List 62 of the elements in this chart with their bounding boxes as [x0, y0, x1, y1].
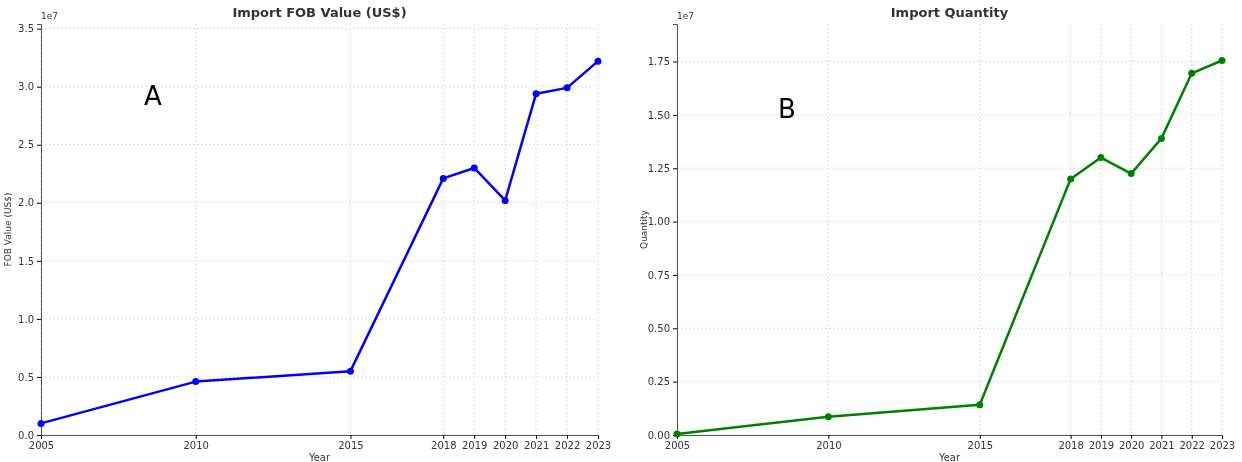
- x-tick-label: 2019: [462, 440, 488, 452]
- x-tick-label: 2018: [431, 440, 457, 452]
- y-tick-label: 0.25: [647, 376, 670, 388]
- x-axis-title: Year: [937, 452, 961, 462]
- point: [563, 84, 571, 92]
- point: [346, 367, 354, 375]
- y-tick-label: 1.00: [647, 216, 670, 228]
- y-tick-label: 0.0: [18, 429, 34, 441]
- chart-title: Import Quantity: [890, 5, 1009, 20]
- x-tick-label: 2015: [338, 440, 364, 452]
- x-tick-label: 2021: [1149, 440, 1175, 452]
- point: [1157, 134, 1165, 142]
- y-tick-label: 0.75: [647, 269, 670, 281]
- y-tick-label: 1.0: [18, 313, 34, 325]
- point: [532, 90, 540, 98]
- y-tick-label: 1.5: [18, 255, 34, 267]
- text: 1e7: [677, 11, 694, 21]
- point: [470, 164, 478, 172]
- x-axis-title: Year: [307, 452, 331, 462]
- y-axis-title: Quantity: [639, 209, 649, 249]
- y-tick-label: 0.5: [18, 371, 34, 383]
- x-tick-label: 2020: [492, 440, 519, 452]
- point: [1097, 154, 1105, 162]
- y-tick-label: 1.50: [647, 109, 670, 121]
- x-tick-label: 2019: [1088, 440, 1115, 452]
- point: [1188, 69, 1196, 77]
- point: [1127, 170, 1135, 178]
- y-axis-title: FOB Value (US$): [3, 192, 13, 267]
- x-tick-label: 2010: [183, 440, 209, 452]
- point: [824, 413, 832, 421]
- x-tick-label: 2005: [28, 440, 55, 452]
- text: 1e7: [41, 11, 58, 21]
- point: [1067, 175, 1075, 183]
- y-tick-label: 3.0: [18, 81, 34, 93]
- x-tick-label: 2005: [664, 440, 691, 452]
- point: [1218, 56, 1226, 64]
- y-tick-label: 2.0: [18, 197, 34, 209]
- x-tick-label: 2020: [1118, 440, 1145, 452]
- point: [192, 378, 200, 386]
- y-tick-label: 0.00: [647, 429, 670, 441]
- chart-title: Import FOB Value (US$): [232, 5, 407, 20]
- point: [594, 57, 602, 65]
- y-tick-label: 1.75: [647, 56, 670, 68]
- point: [439, 174, 447, 182]
- y-tick-label: 2.5: [18, 139, 34, 151]
- point: [673, 430, 681, 438]
- x-tick-label: 2022: [554, 440, 581, 452]
- x-tick-label: 2010: [816, 440, 842, 452]
- x-tick-label: 2018: [1058, 440, 1084, 452]
- point: [501, 196, 509, 204]
- x-tick-label: 2023: [1209, 440, 1236, 452]
- point: [976, 401, 984, 409]
- x-tick-label: 2023: [585, 440, 612, 452]
- annotation: A: [144, 80, 163, 111]
- y-tick-label: 3.5: [18, 23, 34, 35]
- point: [37, 419, 45, 427]
- x-tick-label: 2015: [967, 440, 993, 452]
- y-tick-label: 1.25: [647, 162, 670, 174]
- x-tick-label: 2022: [1179, 440, 1205, 452]
- annotation: B: [778, 93, 796, 124]
- x-tick-label: 2021: [523, 440, 550, 452]
- y-tick-label: 0.50: [647, 323, 670, 334]
